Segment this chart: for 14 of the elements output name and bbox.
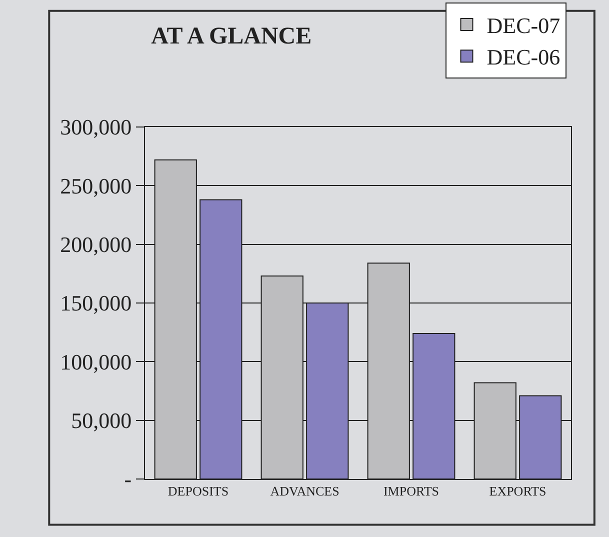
x-tick-label: DEPOSITS <box>168 484 229 499</box>
x-tick-label: EXPORTS <box>489 484 546 499</box>
x-tick-label: ADVANCES <box>270 484 340 499</box>
y-tick-label: - <box>124 466 132 492</box>
y-tick-label: 150,000 <box>60 290 132 316</box>
y-tick-label: 250,000 <box>60 173 132 198</box>
chart-title: AT A GLANCE <box>151 23 312 50</box>
y-tick-label: 100,000 <box>60 349 132 374</box>
y-tick-label: 300,000 <box>60 114 132 140</box>
y-tick-label: 50,000 <box>71 408 132 434</box>
legend-label: DEC-06 <box>486 44 560 70</box>
x-tick-label: IMPORTS <box>383 484 440 499</box>
y-tick-label: 200,000 <box>60 232 132 258</box>
legend-label: DEC-07 <box>486 13 560 38</box>
